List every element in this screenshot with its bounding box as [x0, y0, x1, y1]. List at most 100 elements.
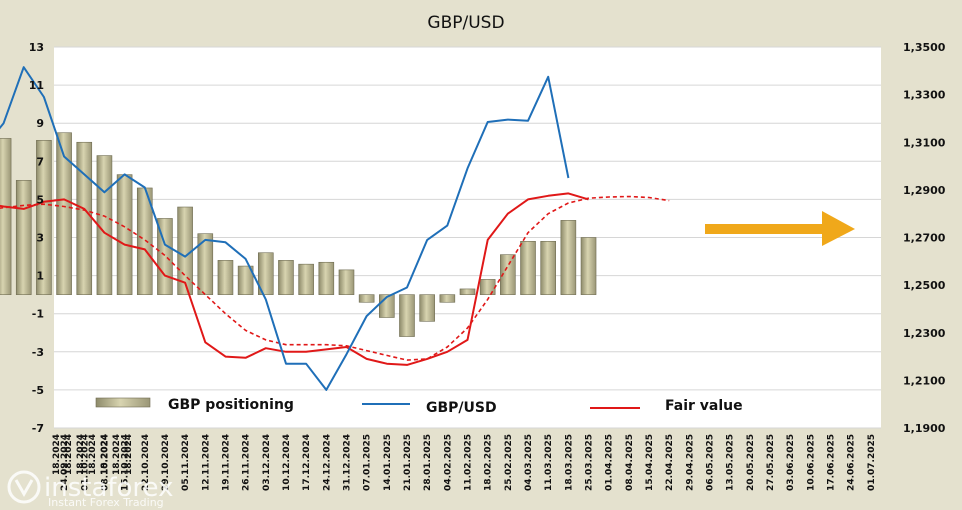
positioning-bar [76, 141, 93, 295]
positioning-bar [419, 294, 435, 322]
positioning-bar [278, 260, 294, 295]
x-tick-label: 10.12.2024 [282, 434, 292, 491]
x-tick-label: 01.07.2025 [867, 434, 877, 491]
y-left-tick-label: 13 [29, 41, 44, 54]
positioning-bar [580, 237, 597, 295]
x-tick-label: 12.11.2024 [201, 434, 211, 491]
y-left-tick-label: 3 [36, 232, 44, 245]
y-right-tick-label: 1,2900 [903, 184, 946, 197]
x-tick-label: 04.03.2025 [524, 434, 534, 491]
x-tick-label: 25.03.2025 [585, 434, 595, 491]
x-tick-label: 14.01.2025 [383, 434, 393, 491]
positioning-bar [399, 294, 415, 337]
x-tick-label: 18.03.2025 [564, 434, 574, 491]
y-right-tick-label: 1,2700 [903, 232, 946, 245]
x-tick-label: 19.11.2024 [221, 434, 231, 491]
y-axis-right: 1,3500 1,3300 1,3100 1,2900 1,2700 1,2500 1,23… [903, 41, 946, 435]
instaforex-logo-icon [7, 470, 41, 504]
y-left-tick-label: 11 [29, 79, 44, 92]
x-tick-label: 15.10.2024 [121, 434, 131, 491]
positioning-bar [520, 241, 536, 295]
x-tick-label: 08.04.2025 [625, 434, 635, 491]
x-tick-label: 18.02.2025 [484, 434, 494, 491]
x-tick-label: 24.06.2025 [847, 434, 857, 491]
arrow-head [822, 211, 855, 246]
x-tick-label: 20.05.2025 [746, 434, 756, 491]
y-right-tick-label: 1,1900 [903, 422, 946, 435]
x-tick-label: 29.10.2024 [161, 434, 171, 491]
y-left-tick-label: -7 [32, 422, 44, 435]
x-tick-label: 27.05.2025 [766, 434, 776, 491]
y-left-tick-label: 1 [36, 270, 44, 283]
x-tick-label: 11.02.2025 [464, 434, 474, 491]
positioning-bar [157, 218, 173, 295]
y-left-tick-label: -1 [32, 308, 44, 321]
watermark-name: instaforex [44, 473, 173, 503]
x-tick-label: 18.2024 [88, 434, 98, 475]
x-tick-label: 06.05.2025 [706, 434, 716, 491]
x-tick-label: 28.01.2025 [423, 434, 433, 491]
x-tick-label: 17.06.2025 [827, 434, 837, 491]
x-tick-label: 31.12.2024 [342, 434, 352, 491]
x-tick-label: 15.04.2025 [645, 434, 655, 491]
positioning-bar [560, 220, 577, 295]
fair-value-line [0, 192, 589, 366]
y-left-tick-label: 7 [36, 155, 44, 168]
x-tick-label: 18.2024 [112, 434, 122, 475]
gridlines [54, 46, 881, 429]
x-tick-label: 29.04.2025 [685, 434, 695, 491]
forecast-arrow [705, 211, 855, 246]
x-tick-label: 08.10.2024 [100, 434, 110, 491]
positioning-bar [500, 254, 516, 295]
legend-label-fair-value: Fair value [665, 398, 743, 414]
x-tick-label: 04.02.2025 [443, 434, 453, 491]
positioning-bar [439, 294, 456, 303]
positioning-bar [197, 233, 214, 295]
y-left-tick-label: 9 [36, 117, 44, 130]
instaforex-watermark: instaforex Instant Forex Trading [7, 470, 173, 509]
x-tick-label: 18.2024 [52, 434, 62, 475]
x-tick-label: 22.10.2024 [141, 434, 151, 491]
series-lines [0, 66, 670, 391]
x-tick-label: 22.04.2025 [665, 434, 675, 491]
positioning-bar [56, 132, 72, 295]
positioning-bars [0, 132, 597, 337]
positioning-bar [479, 279, 496, 295]
x-tick-label: 07.01.2025 [363, 434, 373, 491]
chart-title: GBP/USD [427, 13, 504, 33]
x-tick-label: 18.2024 [100, 434, 110, 475]
x-tick-label: 24.12.2024 [322, 434, 332, 491]
x-tick-label: 10.06.2025 [806, 434, 816, 491]
gbpusd-line [0, 66, 570, 391]
x-tick-label: 21.01.2025 [403, 434, 413, 491]
positioning-bar [237, 265, 254, 295]
positioning-bar [298, 263, 314, 295]
x-tick-label: 11.03.2025 [544, 434, 554, 491]
x-tick-label: 13.05.2025 [726, 434, 736, 491]
y-axis-left: 13 11 9 7 5 3 1 -1 -3 -5 -7 [29, 41, 44, 435]
positioning-bar [540, 241, 556, 295]
x-tick-label: 01.10.2024 [80, 434, 90, 491]
y-right-tick-label: 1,3300 [903, 89, 946, 102]
instaforex-logo-mark [14, 479, 34, 498]
legend-label-positioning: GBP positioning [168, 397, 294, 413]
x-tick-label: 03.12.2024 [262, 434, 272, 491]
y-right-tick-label: 1,2500 [903, 279, 946, 292]
positioning-bar [217, 260, 234, 295]
x-tick-label: 25.02.2025 [504, 434, 514, 491]
x-tick-label: 18.2024 [76, 434, 86, 475]
legend-label-gbpusd: GBP/USD [426, 400, 497, 416]
y-right-tick-label: 1,2100 [903, 374, 946, 387]
arrow-shaft [705, 224, 830, 234]
x-axis: 18.2024 18.2024 18.2024 18.2024 18.2024 18.20… [52, 434, 877, 491]
y-right-tick-label: 1,3100 [903, 136, 946, 149]
positioning-bar [257, 252, 274, 295]
positioning-bar [0, 138, 12, 295]
y-right-tick-label: 1,3500 [903, 41, 946, 54]
positioning-bar [318, 261, 335, 295]
x-tick-label: 18.2024 [64, 434, 74, 475]
positioning-bar [459, 288, 476, 295]
watermark-tagline: Instant Forex Trading [48, 496, 164, 509]
y-left-tick-label: -3 [32, 346, 44, 359]
